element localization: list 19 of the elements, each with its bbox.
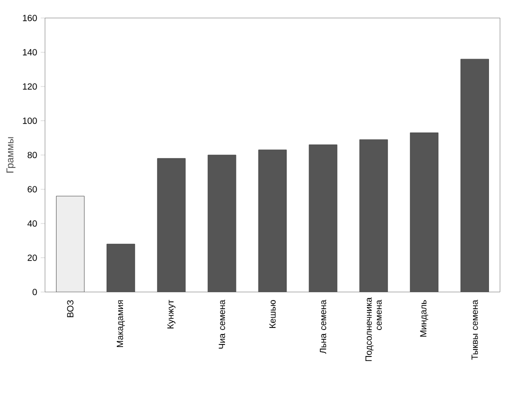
y-tick-label: 60	[28, 186, 37, 192]
x-tick-label: Чиа семена	[218, 300, 226, 349]
x-tick-label: Кунжут	[167, 300, 176, 328]
y-tick-label: 120	[22, 83, 37, 90]
y-tick-label: 20	[28, 254, 37, 261]
x-tick-label: Подсолнечника семена	[366, 297, 382, 362]
y-tick-label: 100	[22, 118, 37, 124]
x-tick-label: Льна семена	[320, 300, 326, 354]
x-tick-label: Миндаль	[420, 300, 428, 337]
y-axis-title: Граммы	[6, 137, 16, 173]
y-tick-label: 160	[22, 14, 37, 22]
x-tick-label: Кешью	[269, 300, 276, 328]
x-tick-label: Тыквы семена	[472, 300, 478, 360]
x-tick-label: ВОЗ	[67, 300, 74, 318]
y-tick-label: 0	[32, 288, 37, 296]
x-tick-label: Макадамия	[116, 300, 125, 347]
y-tick-label: 80	[28, 152, 37, 158]
y-tick-label: 140	[22, 49, 37, 56]
y-tick-label: 40	[27, 220, 37, 227]
